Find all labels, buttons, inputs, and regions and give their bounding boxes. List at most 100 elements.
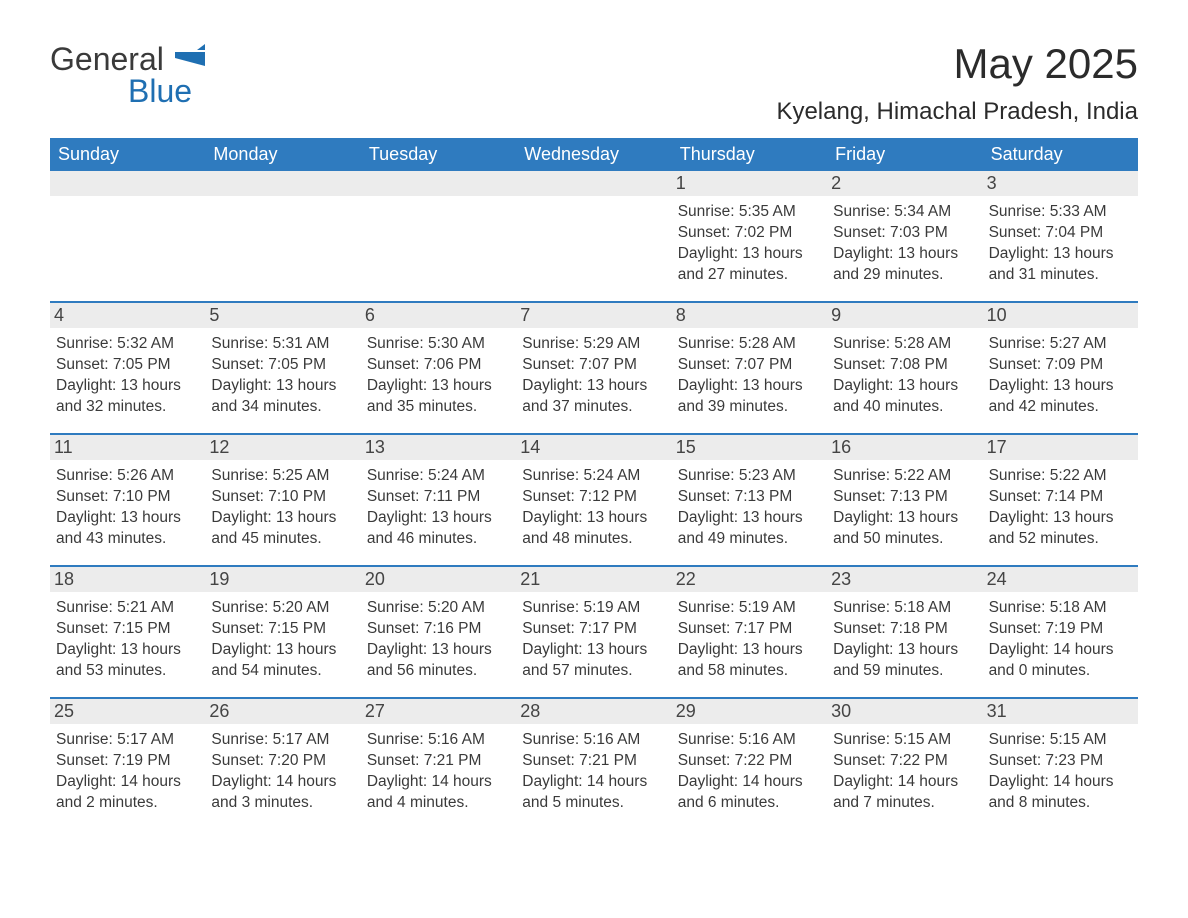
- day-body: Sunrise: 5:21 AMSunset: 7:15 PMDaylight:…: [56, 598, 199, 682]
- day-number: 16: [827, 435, 982, 460]
- sunset-line: Sunset: 7:15 PM: [211, 620, 326, 637]
- header: General Blue May 2025 Kyelang, Himachal …: [50, 40, 1138, 126]
- day-23: 23 Sunrise: 5:18 AM Sunset: 7:18 PM Dayligh…: [827, 567, 982, 697]
- day-number: 11: [50, 435, 205, 460]
- day-body: Sunrise: 5:18 AMSunset: 7:19 PMDaylight:…: [989, 598, 1132, 682]
- daylight-line: Daylight: 13 hours and 35 minutes.: [367, 377, 492, 415]
- day-body: Sunrise: 5:19 AMSunset: 7:17 PMDaylight:…: [522, 598, 665, 682]
- daylight-line: Daylight: 13 hours and 39 minutes.: [678, 377, 803, 415]
- sunrise-line: Sunrise: 5:32 AM: [56, 335, 174, 352]
- week-row: 25 Sunrise: 5:17 AMSunset: 7:19 PMDayligh…: [50, 697, 1138, 829]
- empty-cell: [516, 171, 671, 301]
- day-20: 20Sunrise: 5:20 AMSunset: 7:16 PMDayligh…: [361, 567, 516, 697]
- day-body: Sunrise: 5:17 AMSunset: 7:20 PMDaylight:…: [211, 730, 354, 814]
- sunset-line: Sunset: 7:13 PM: [678, 488, 793, 505]
- sunset-line: Sunset: 7:17 PM: [678, 620, 793, 637]
- location: Kyelang, Himachal Pradesh, India: [776, 98, 1138, 126]
- sunrise-line: Sunrise: 5:21 AM: [56, 599, 174, 616]
- daylight-line: Daylight: 13 hours and 46 minutes.: [367, 509, 492, 547]
- day-number: 29: [672, 699, 827, 724]
- day-25: 25 Sunrise: 5:17 AMSunset: 7:19 PMDayligh…: [50, 699, 205, 829]
- empty-cell: [205, 171, 360, 301]
- logo: General Blue: [50, 40, 205, 107]
- daylight-line: Daylight: 13 hours and 34 minutes.: [211, 377, 336, 415]
- empty-cell: [361, 171, 516, 301]
- daylight-line: Daylight: 13 hours and 57 minutes.: [522, 641, 647, 679]
- day-24: 24Sunrise: 5:18 AMSunset: 7:19 PMDayligh…: [983, 567, 1138, 697]
- sunrise-line: Sunrise: 5:34 AM: [833, 203, 951, 220]
- day-number: 6: [361, 303, 516, 328]
- sunrise-line: Sunrise: 5:28 AM: [833, 335, 951, 352]
- day-number: 9: [827, 303, 982, 328]
- sunrise-line: Sunrise: 5:33 AM: [989, 203, 1107, 220]
- sunset-line: Sunset: 7:19 PM: [989, 620, 1104, 637]
- sunrise-line: Sunrise: 5:19 AM: [678, 599, 796, 616]
- sunrise-line: Sunrise: 5:15 AM: [989, 731, 1107, 748]
- day-body: Sunrise: 5:16 AMSunset: 7:22 PMDaylight:…: [678, 730, 821, 814]
- day-body: Sunrise: 5:16 AMSunset: 7:21 PMDaylight:…: [522, 730, 665, 814]
- day-10: 10Sunrise: 5:27 AMSunset: 7:09 PMDayligh…: [983, 303, 1138, 433]
- daylight-line: Daylight: 13 hours and 48 minutes.: [522, 509, 647, 547]
- sunset-line: Sunset: 7:11 PM: [367, 488, 480, 505]
- daylight-line: Daylight: 13 hours and 31 minutes.: [989, 245, 1114, 283]
- calendar: SundayMondayTuesdayWednesdayThursdayFrid…: [50, 138, 1138, 829]
- day-1: 1Sunrise: 5:35 AMSunset: 7:02 PMDaylight…: [672, 171, 827, 301]
- day-9: 9Sunrise: 5:28 AMSunset: 7:08 PMDaylight…: [827, 303, 982, 433]
- day-31: 31Sunrise: 5:15 AMSunset: 7:23 PMDayligh…: [983, 699, 1138, 829]
- day-number: 14: [516, 435, 671, 460]
- sunrise-line: Sunrise: 5:31 AM: [211, 335, 329, 352]
- logo-word1: General: [50, 41, 164, 77]
- day-number: 12: [205, 435, 360, 460]
- sunset-line: Sunset: 7:15 PM: [56, 620, 171, 637]
- daylight-line: Daylight: 13 hours and 50 minutes.: [833, 509, 958, 547]
- day-number: 26: [205, 699, 360, 724]
- day-15: 15Sunrise: 5:23 AMSunset: 7:13 PMDayligh…: [672, 435, 827, 565]
- day-number: [205, 171, 360, 196]
- day-body: Sunrise: 5:20 AMSunset: 7:15 PMDaylight:…: [211, 598, 354, 682]
- day-2: 2Sunrise: 5:34 AMSunset: 7:03 PMDaylight…: [827, 171, 982, 301]
- daylight-line: Daylight: 14 hours and 6 minutes.: [678, 773, 803, 811]
- sunrise-line: Sunrise: 5:24 AM: [522, 467, 640, 484]
- day-number: 10: [983, 303, 1138, 328]
- day-6: 6Sunrise: 5:30 AMSunset: 7:06 PMDaylight…: [361, 303, 516, 433]
- daylight-line: Daylight: 13 hours and 43 minutes.: [56, 509, 181, 547]
- sunrise-line: Sunrise: 5:30 AM: [367, 335, 485, 352]
- daylight-line: Daylight: 14 hours and 3 minutes.: [211, 773, 336, 811]
- day-number: 18: [50, 567, 205, 592]
- sunset-line: Sunset: 7:18 PM: [833, 620, 948, 637]
- day-28: 28Sunrise: 5:16 AMSunset: 7:21 PMDayligh…: [516, 699, 671, 829]
- sunrise-line: Sunrise: 5:23 AM: [678, 467, 796, 484]
- sunrise-line: Sunrise: 5:15 AM: [833, 731, 951, 748]
- daylight-line: Daylight: 14 hours and 5 minutes.: [522, 773, 647, 811]
- day-21: 21Sunrise: 5:19 AMSunset: 7:17 PMDayligh…: [516, 567, 671, 697]
- day-body: Sunrise: 5:25 AMSunset: 7:10 PMDaylight:…: [211, 466, 354, 550]
- sunset-line: Sunset: 7:10 PM: [211, 488, 326, 505]
- day-number: 15: [672, 435, 827, 460]
- daylight-line: Daylight: 13 hours and 56 minutes.: [367, 641, 492, 679]
- sunset-line: Sunset: 7:05 PM: [211, 356, 326, 373]
- day-number: 23: [827, 567, 982, 592]
- daylight-line: Daylight: 13 hours and 45 minutes.: [211, 509, 336, 547]
- day-12: 12 Sunrise: 5:25 AMSunset: 7:10 PMDayligh…: [205, 435, 360, 565]
- sunset-line: Sunset: 7:02 PM: [678, 224, 793, 241]
- sunrise-line: Sunrise: 5:35 AM: [678, 203, 796, 220]
- sunrise-line: Sunrise: 5:16 AM: [522, 731, 640, 748]
- daylight-line: Daylight: 13 hours and 59 minutes.: [833, 641, 958, 679]
- sunrise-line: Sunrise: 5:16 AM: [367, 731, 485, 748]
- day-body: Sunrise: 5:23 AMSunset: 7:13 PMDaylight:…: [678, 466, 821, 550]
- day-body: Sunrise: 5:17 AMSunset: 7:19 PMDaylight:…: [56, 730, 199, 814]
- day-number: 25: [50, 699, 205, 724]
- day-number: 1: [672, 171, 827, 196]
- day-7: 7Sunrise: 5:29 AMSunset: 7:07 PMDaylight…: [516, 303, 671, 433]
- day-body: Sunrise: 5:33 AMSunset: 7:04 PMDaylight:…: [989, 202, 1132, 286]
- day-27: 27Sunrise: 5:16 AMSunset: 7:21 PMDayligh…: [361, 699, 516, 829]
- sunrise-line: Sunrise: 5:18 AM: [833, 599, 951, 616]
- sunset-line: Sunset: 7:05 PM: [56, 356, 171, 373]
- dow-thursday: Thursday: [672, 138, 827, 171]
- daylight-line: Daylight: 13 hours and 32 minutes.: [56, 377, 181, 415]
- day-number: 2: [827, 171, 982, 196]
- day-30: 30Sunrise: 5:15 AMSunset: 7:22 PMDayligh…: [827, 699, 982, 829]
- daylight-line: Daylight: 13 hours and 42 minutes.: [989, 377, 1114, 415]
- sunset-line: Sunset: 7:20 PM: [211, 752, 326, 769]
- day-body: Sunrise: 5:16 AMSunset: 7:21 PMDaylight:…: [367, 730, 510, 814]
